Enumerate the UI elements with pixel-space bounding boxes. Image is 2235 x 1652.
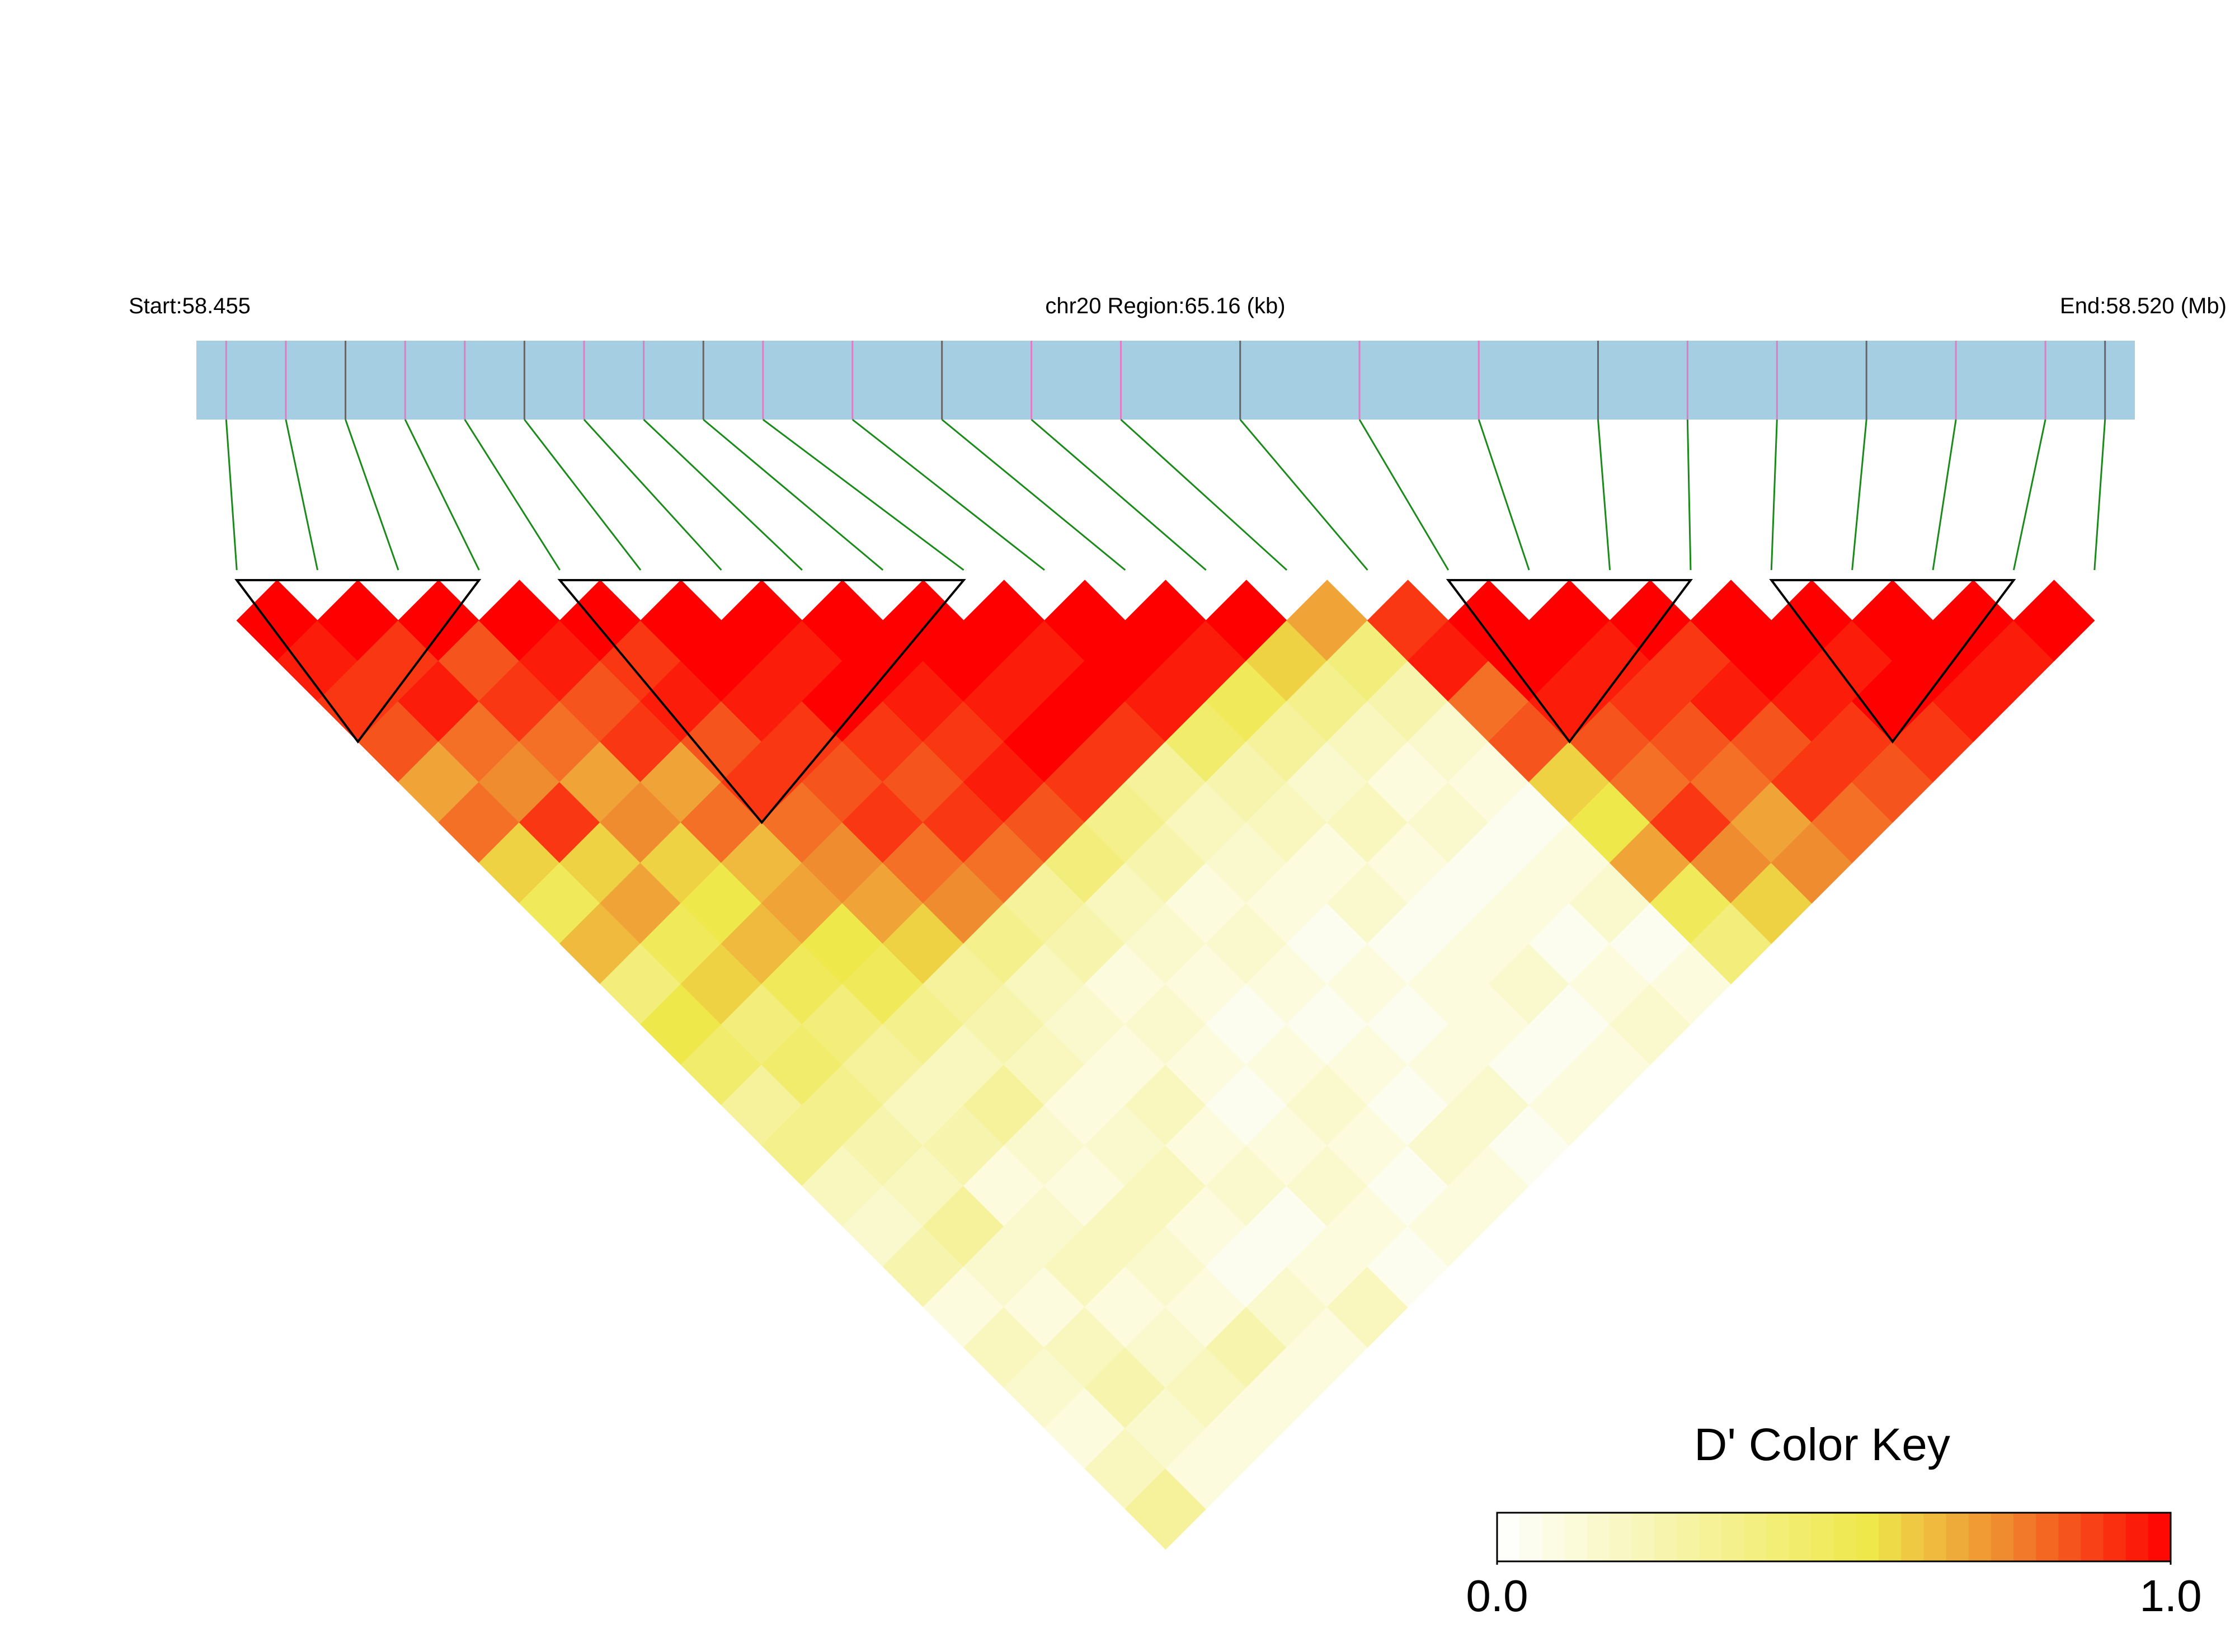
color-key-step: [2148, 1513, 2171, 1561]
color-key-step: [1587, 1513, 1610, 1561]
snp-connector: [1851, 419, 1867, 571]
color-key-step: [1744, 1513, 1767, 1561]
ld-block: [234, 579, 482, 744]
color-key-step: [1834, 1513, 1857, 1561]
snp-connector: [2012, 419, 2046, 571]
color-key-label: 1.0: [2139, 1571, 2201, 1621]
color-key-step: [2125, 1513, 2149, 1561]
color-key-step: [1609, 1513, 1632, 1561]
ld-block: [1769, 579, 2016, 744]
color-key-step: [2036, 1513, 2059, 1561]
snp-connector: [1597, 419, 1611, 571]
ld-block: [1446, 579, 1693, 744]
snp-connector: [1686, 419, 1692, 571]
snp-connector: [1932, 419, 1957, 571]
ld-block: [557, 579, 966, 825]
color-key-step: [2058, 1513, 2082, 1561]
color-key-step: [1901, 1513, 1925, 1561]
color-key-step: [1923, 1513, 1947, 1561]
color-key-frame: [1496, 1512, 2172, 1562]
color-key-step: [1721, 1513, 1745, 1561]
snp-connector: [1120, 418, 1288, 571]
color-key-step: [1677, 1513, 1700, 1561]
color-key-label: 0.0: [1466, 1571, 1528, 1621]
end-label: End:58.520 (Mb): [2060, 294, 2227, 318]
snp-connector: [762, 418, 964, 571]
ld-cell: [2013, 580, 2095, 662]
snp-connector: [345, 419, 399, 571]
color-key-step: [1789, 1513, 1812, 1561]
color-key-step: [1519, 1513, 1543, 1561]
snp-connector: [225, 419, 238, 571]
snp-connector: [1358, 419, 1450, 571]
snp-connector: [941, 418, 1126, 571]
start-label: Start:58.455: [129, 294, 251, 318]
color-key-step: [1968, 1513, 1992, 1561]
snp-connector: [524, 419, 642, 571]
color-key-step: [1654, 1513, 1678, 1561]
color-key-title: D' Color Key: [1694, 1419, 1950, 1470]
color-key-step: [1564, 1513, 1588, 1561]
gene-bar: [196, 341, 2135, 420]
snp-connector: [1031, 418, 1207, 571]
snp-connector: [643, 418, 803, 571]
color-key-step: [1991, 1513, 2015, 1561]
color-key-step: [2013, 1513, 2037, 1561]
color-key-step: [1542, 1513, 1565, 1561]
snp-connector: [1478, 419, 1530, 571]
color-key-step: [2103, 1513, 2126, 1561]
region-label: chr20 Region:65.16 (kb): [1045, 294, 1285, 318]
color-key-step: [1699, 1513, 1723, 1561]
snp-connector: [404, 419, 480, 571]
color-key-step: [1497, 1513, 1521, 1561]
color-key-step: [1946, 1513, 1969, 1561]
color-key-step: [1766, 1513, 1790, 1561]
snp-connector: [851, 418, 1045, 571]
snp-connector: [1770, 419, 1778, 571]
snp-connector: [285, 419, 319, 571]
color-key-step: [2081, 1513, 2104, 1561]
snp-connector: [583, 418, 722, 571]
snp-connector: [464, 419, 561, 571]
snp-connector: [703, 418, 884, 571]
snp-connector: [2093, 419, 2106, 571]
snp-connector: [1239, 419, 1368, 571]
color-key-step: [1811, 1513, 1834, 1561]
color-key-step: [1879, 1513, 1902, 1561]
color-key-step: [1631, 1513, 1655, 1561]
color-key-step: [1856, 1513, 1880, 1561]
